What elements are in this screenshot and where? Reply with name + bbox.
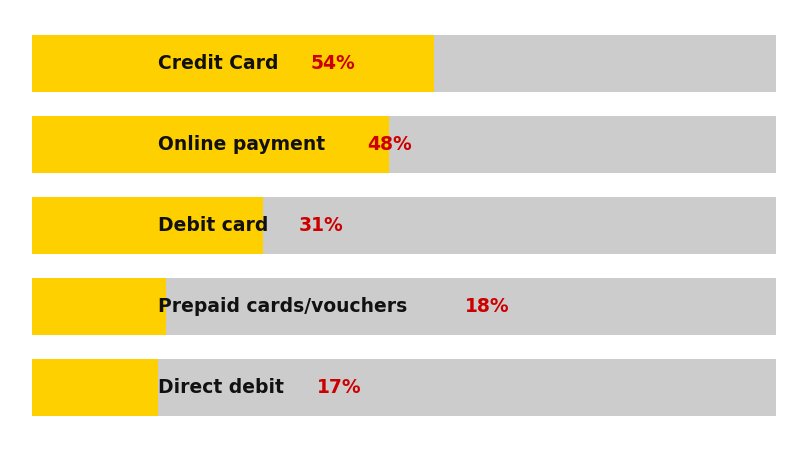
FancyBboxPatch shape [32,116,776,173]
FancyBboxPatch shape [32,359,158,416]
FancyBboxPatch shape [32,35,434,92]
FancyBboxPatch shape [32,278,166,335]
Text: Prepaid cards/vouchers: Prepaid cards/vouchers [158,297,414,316]
FancyBboxPatch shape [32,197,776,254]
FancyBboxPatch shape [32,278,776,335]
FancyBboxPatch shape [32,359,776,416]
Text: Debit card: Debit card [158,216,275,235]
FancyBboxPatch shape [32,35,776,92]
Text: 31%: 31% [298,216,343,235]
Text: 17%: 17% [318,378,362,397]
Text: Credit Card: Credit Card [158,54,286,73]
Text: Online payment: Online payment [158,135,332,154]
Text: 54%: 54% [311,54,356,73]
Text: 18%: 18% [466,297,510,316]
Text: 48%: 48% [367,135,411,154]
Text: Direct debit: Direct debit [158,378,291,397]
FancyBboxPatch shape [32,197,262,254]
FancyBboxPatch shape [32,116,389,173]
